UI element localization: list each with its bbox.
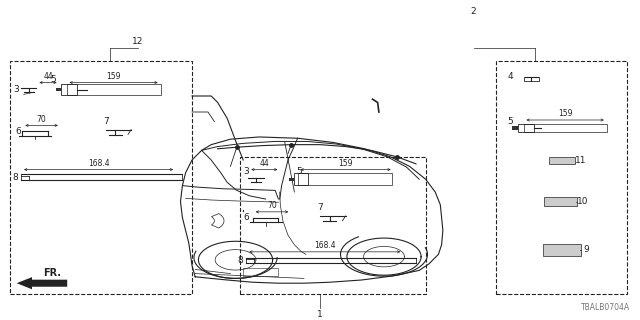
Text: 5: 5 (297, 167, 302, 176)
Text: 44: 44 (43, 72, 53, 81)
Bar (56, 88, 61, 91)
Bar (549, 157, 575, 164)
Text: 5: 5 (508, 117, 513, 126)
Text: 7: 7 (103, 117, 108, 126)
Text: FR.: FR. (44, 268, 61, 278)
Text: 11: 11 (575, 156, 587, 165)
Text: 12: 12 (132, 37, 143, 46)
Bar (240, 157, 426, 294)
Text: 7: 7 (317, 204, 323, 212)
Text: 2: 2 (471, 7, 476, 16)
Bar (544, 197, 577, 206)
Bar (294, 173, 308, 185)
Bar (496, 61, 627, 294)
Text: 44: 44 (259, 159, 269, 168)
Text: 159: 159 (558, 109, 572, 118)
Bar (243, 268, 278, 276)
Text: 168.4: 168.4 (88, 159, 109, 168)
FancyArrow shape (17, 277, 67, 289)
Bar (524, 77, 539, 81)
Text: 9: 9 (584, 245, 589, 254)
Text: 3: 3 (13, 85, 19, 94)
Text: 159: 159 (339, 159, 353, 168)
Bar (524, 124, 607, 132)
Bar (289, 178, 294, 181)
Text: 1: 1 (317, 310, 323, 319)
Text: TBALB0704A: TBALB0704A (581, 303, 630, 312)
Text: 159: 159 (106, 72, 121, 81)
Text: 168.4: 168.4 (314, 241, 335, 250)
Text: 70: 70 (267, 201, 277, 210)
Text: 6: 6 (244, 213, 249, 222)
Bar (512, 126, 518, 130)
Bar (61, 84, 77, 95)
Text: 10: 10 (577, 197, 588, 206)
Bar (298, 173, 392, 185)
Text: 70: 70 (36, 115, 47, 124)
Bar (543, 244, 581, 256)
Bar (518, 124, 534, 132)
Text: 4: 4 (508, 72, 513, 81)
Text: 8: 8 (237, 256, 243, 265)
Text: 8: 8 (13, 173, 18, 182)
Text: 3: 3 (244, 167, 249, 176)
Text: 6: 6 (15, 127, 20, 136)
Text: 5: 5 (51, 76, 56, 84)
Bar (10, 61, 192, 294)
Bar (67, 84, 161, 95)
